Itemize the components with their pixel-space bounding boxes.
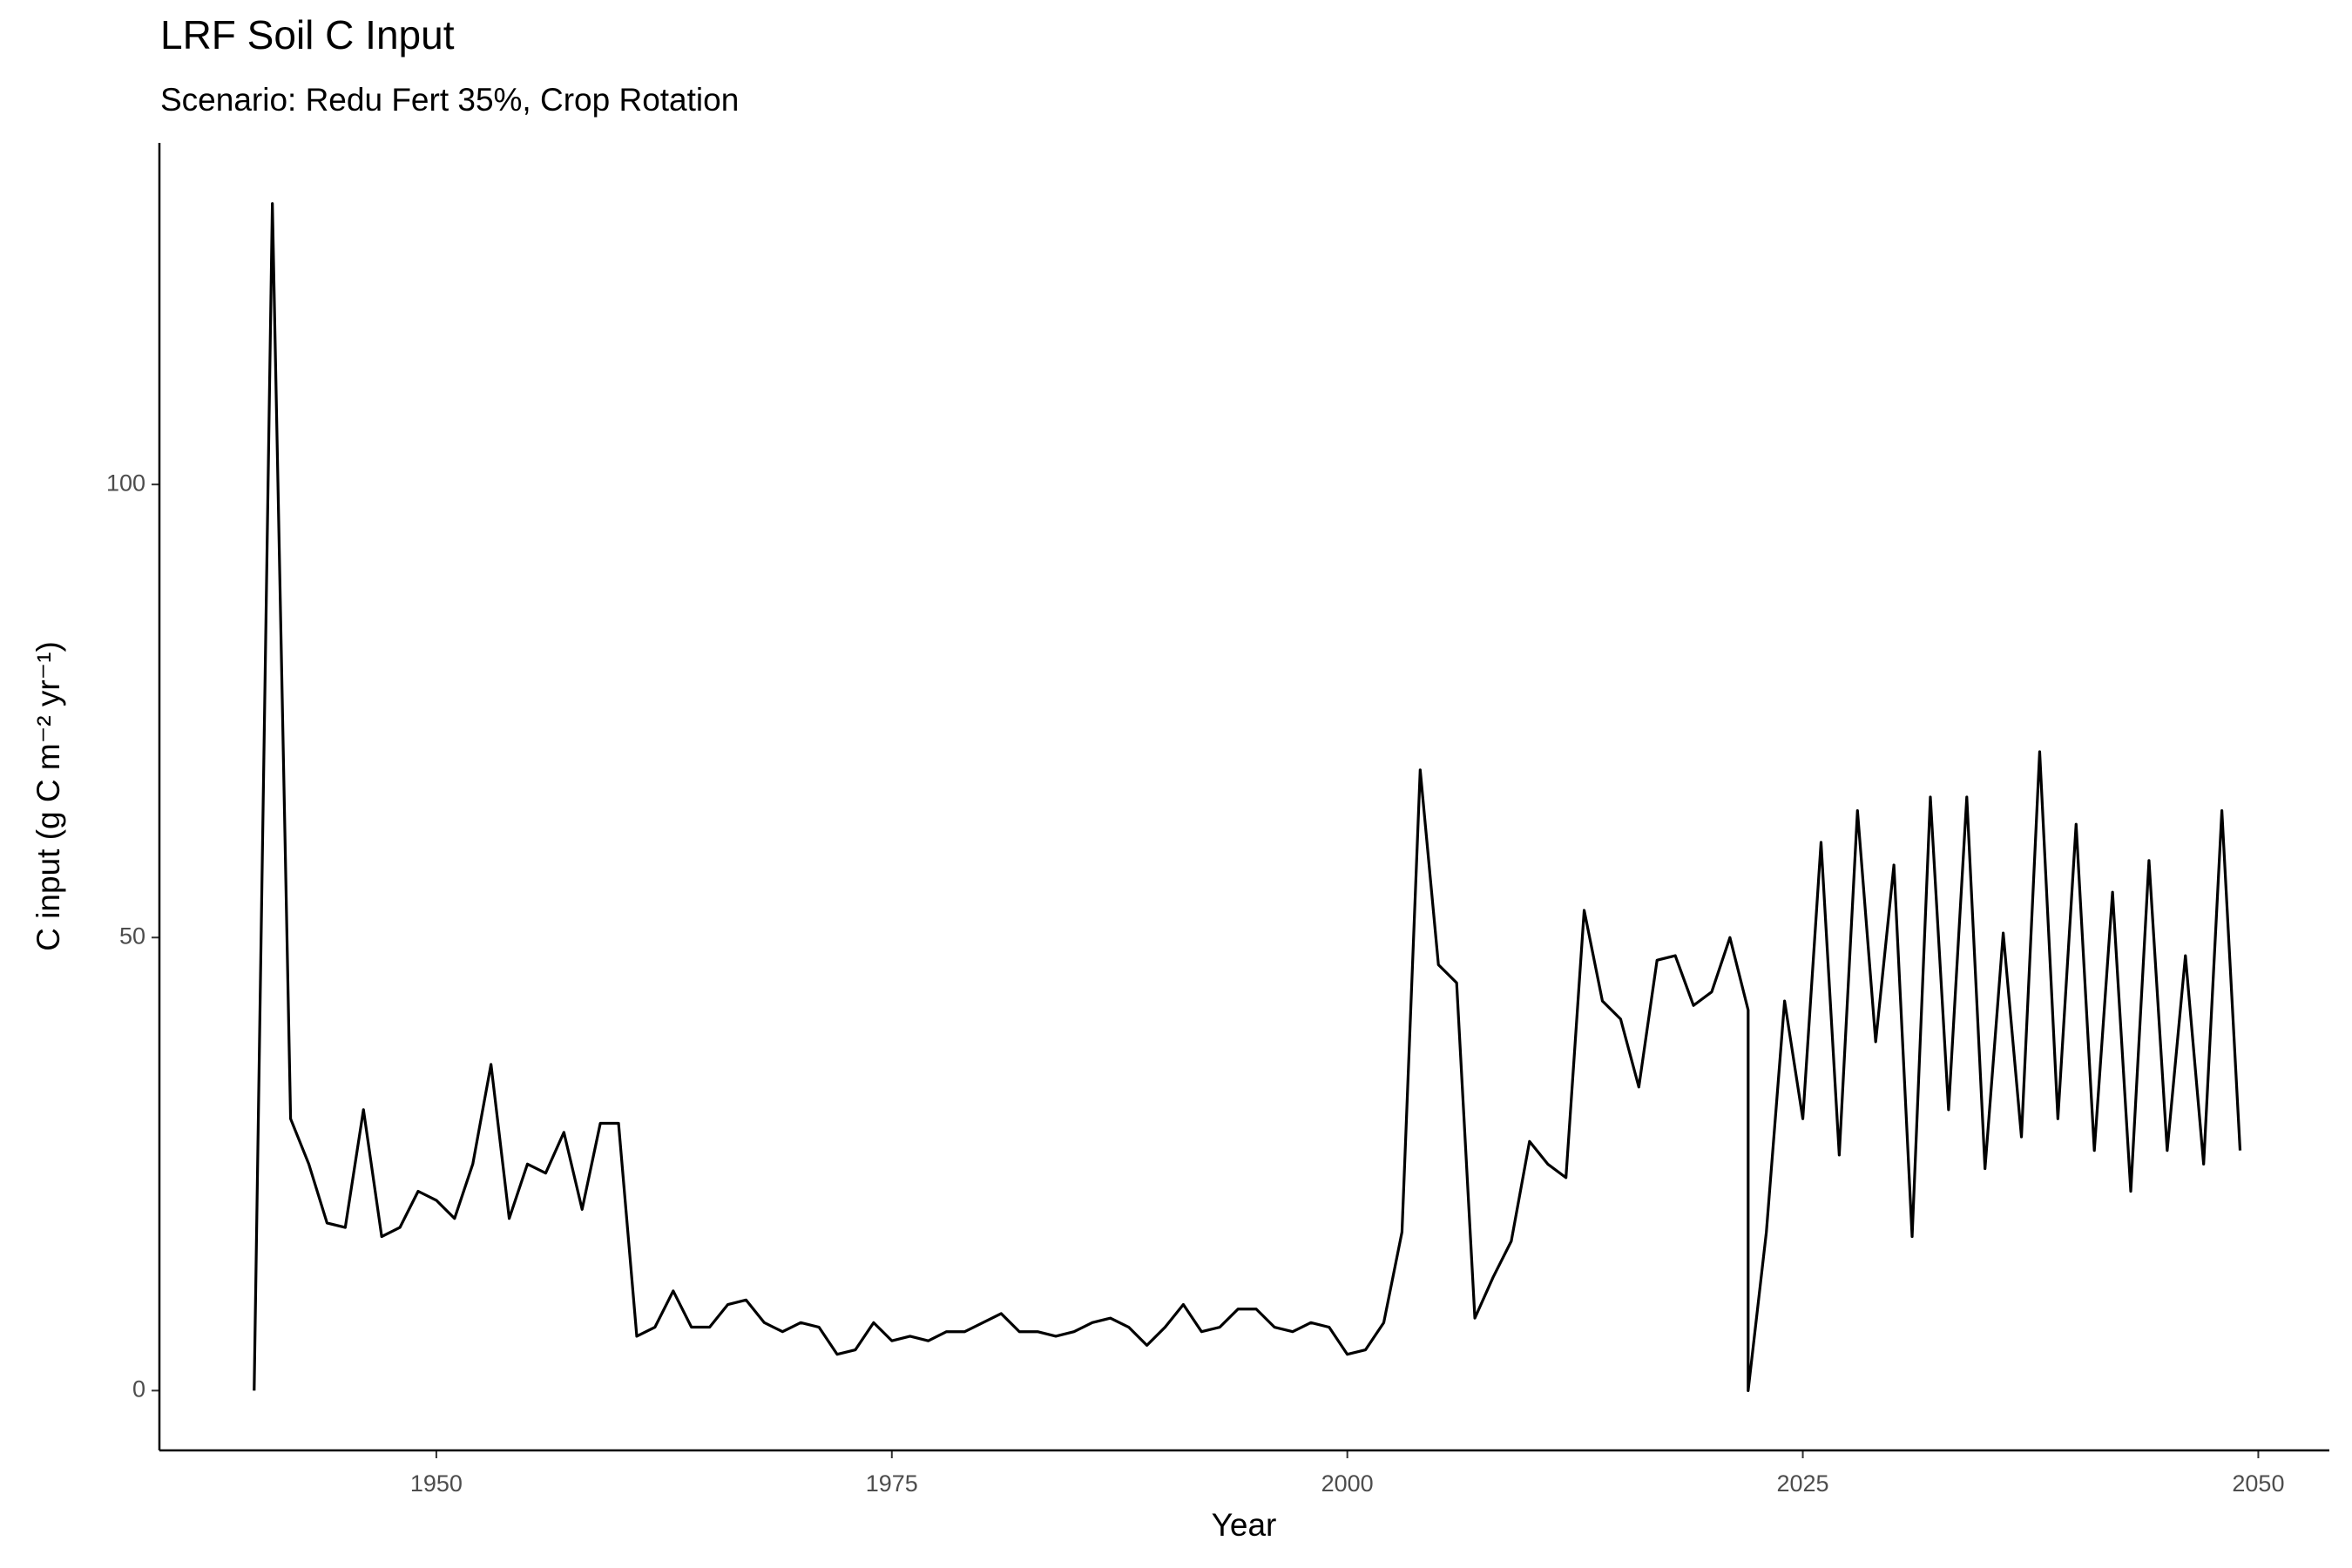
chart-subtitle: Scenario: Redu Fert 35%, Crop Rotation	[160, 82, 739, 118]
x-tick-label: 2000	[1321, 1470, 1374, 1497]
x-tick-label: 2050	[2232, 1470, 2284, 1497]
x-tick-label: 1975	[866, 1470, 918, 1497]
data-line	[253, 202, 2242, 1392]
x-tick-label: 2025	[1777, 1470, 1829, 1497]
x-tick-label: 1950	[410, 1470, 463, 1497]
y-tick-label: 0	[132, 1375, 145, 1402]
y-tick-label: 100	[106, 470, 145, 496]
y-tick-label: 50	[119, 923, 145, 949]
x-axis-label: Year	[1212, 1507, 1277, 1543]
y-axis-label: C input (g C m⁻² yr⁻¹)	[30, 641, 66, 951]
chart-title: LRF Soil C Input	[160, 12, 455, 57]
